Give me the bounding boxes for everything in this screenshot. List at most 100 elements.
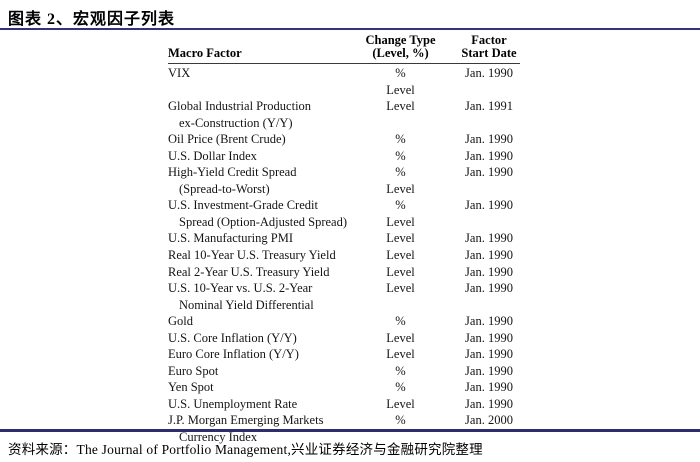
source-note: 资料来源：The Journal of Portfolio Management… <box>8 442 483 457</box>
cell-change-type: % <box>395 148 406 163</box>
cell-macro-factor <box>168 82 343 99</box>
table-row: Yen Spot% Jan. 1990 <box>168 379 520 396</box>
column-header-start-date: Factor Start Date <box>458 34 520 60</box>
figure-title: 图表 2、宏观因子列表 <box>8 11 176 28</box>
cell-change-type: Level <box>386 396 415 411</box>
cell-start-date: Jan. 1990 <box>465 148 513 163</box>
cell-start-date: Jan. 1990 <box>465 281 513 296</box>
column-header-change-type-line1: Change Type <box>365 33 436 47</box>
cell-macro-factor: (Spread-to-Worst) <box>179 181 270 196</box>
cell-change-type: Level <box>386 99 415 114</box>
cell-macro-factor: J.P. Morgan Emerging Markets <box>168 413 324 428</box>
table-row: ex-Construction (Y/Y) <box>168 115 520 132</box>
cell-start-date: Jan. 1990 <box>465 248 513 263</box>
table-row: Real 2-Year U.S. Treasury Yield Level Jan.… <box>168 264 520 281</box>
cell-macro-factor: Euro Spot <box>168 363 219 378</box>
title-underline-rule <box>0 28 700 30</box>
table-row: U.S. Investment-Grade Credit% Jan. 1990 <box>168 197 520 214</box>
cell-change-type: Level <box>386 231 415 246</box>
cell-start-date: Jan. 1990 <box>465 347 513 362</box>
cell-change-type: % <box>395 314 406 329</box>
column-header-start-date-line1: Factor <box>471 33 507 47</box>
table-row: U.S. Unemployment Rate Level Jan. 1990 <box>168 396 520 413</box>
cell-macro-factor: U.S. Unemployment Rate <box>168 396 298 411</box>
cell-change-type: Level <box>386 248 415 263</box>
cell-start-date: Jan. 1990 <box>465 231 513 246</box>
cell-change-type: % <box>395 132 406 147</box>
cell-start-date: Jan. 1990 <box>465 314 513 329</box>
table-header-row: Macro Factor Change Type (Level, %) Fact… <box>168 34 520 64</box>
cell-change-type: % <box>395 165 406 180</box>
cell-start-date: Jan. 1990 <box>465 198 513 213</box>
table-row: (Spread-to-Worst) Level <box>168 181 520 198</box>
cell-macro-factor: Oil Price (Brent Crude) <box>168 132 286 147</box>
cell-macro-factor: U.S. Manufacturing PMI <box>168 231 293 246</box>
table-row: Nominal Yield Differential <box>168 297 520 314</box>
cell-start-date: Jan. 1990 <box>465 396 513 411</box>
cell-macro-factor: Gold <box>168 314 193 329</box>
cell-change-type: % <box>395 66 406 80</box>
table-row: U.S. Dollar Index% Jan. 1990 <box>168 148 520 165</box>
cell-change-type: Level <box>386 181 415 196</box>
table-row: J.P. Morgan Emerging Markets% Jan. 2000 <box>168 412 520 429</box>
cell-start-date: Jan. 2000 <box>465 413 513 428</box>
cell-macro-factor: U.S. Dollar Index <box>168 148 257 163</box>
cell-change-type: Level <box>386 347 415 362</box>
cell-change-type: Level <box>386 214 415 229</box>
cell-change-type: % <box>395 363 406 378</box>
table-row: Currency Index <box>168 429 520 446</box>
cell-change-type: Level <box>386 82 415 97</box>
cell-macro-factor: VIX <box>168 66 191 80</box>
table-row: Euro Spot% Jan. 1990 <box>168 363 520 380</box>
cell-start-date <box>458 181 520 198</box>
table-row: Euro Core Inflation (Y/Y) Level Jan. 1990 <box>168 346 520 363</box>
cell-macro-factor: Euro Core Inflation (Y/Y) <box>168 347 299 362</box>
cell-start-date: Jan. 1990 <box>465 380 513 395</box>
table-row: U.S. Core Inflation (Y/Y) Level Jan. 1990 <box>168 330 520 347</box>
cell-macro-factor: Nominal Yield Differential <box>179 297 314 312</box>
column-header-macro-factor: Macro Factor <box>168 46 242 60</box>
cell-change-type <box>343 297 458 314</box>
cell-macro-factor: U.S. Investment-Grade Credit <box>168 198 318 213</box>
cell-start-date: Jan. 1991 <box>465 99 513 114</box>
cell-macro-factor: High-Yield Credit Spread <box>168 165 297 180</box>
column-header-start-date-line2: Start Date <box>461 46 517 60</box>
table-row: Spread (Option-Adjusted Spread) Level <box>168 214 520 231</box>
macro-factor-table: Macro Factor Change Type (Level, %) Fact… <box>168 34 520 446</box>
column-header-change-type: Change Type (Level, %) <box>343 34 458 60</box>
footer-rule <box>0 429 700 432</box>
cell-change-type: % <box>395 198 406 213</box>
cell-start-date <box>458 214 520 231</box>
cell-macro-factor: U.S. Core Inflation (Y/Y) <box>168 330 297 345</box>
table-row: U.S. 10-Year vs. U.S. 2-Year Level Jan. 19… <box>168 280 520 297</box>
cell-macro-factor: Real 10-Year U.S. Treasury Yield <box>168 248 336 263</box>
cell-macro-factor: Yen Spot <box>168 380 214 395</box>
cell-start-date <box>458 115 520 132</box>
cell-change-type: % <box>395 413 406 428</box>
table-row: Gold% Jan. 1990 <box>168 313 520 330</box>
cell-macro-factor: Real 2-Year U.S. Treasury Yield <box>168 264 330 279</box>
table-row: Oil Price (Brent Crude)% Jan. 1990 <box>168 131 520 148</box>
cell-change-type <box>343 115 458 132</box>
cell-change-type: % <box>395 380 406 395</box>
cell-start-date <box>458 297 520 314</box>
cell-start-date: Jan. 1990 <box>465 132 513 147</box>
table-row: Real 10-Year U.S. Treasury Yield Level Jan… <box>168 247 520 264</box>
cell-change-type: Level <box>386 264 415 279</box>
table-row: VIX% Jan. 1990 <box>168 65 520 82</box>
cell-change-type: Level <box>386 330 415 345</box>
table-row: High-Yield Credit Spread% Jan. 1990 <box>168 164 520 181</box>
table-body: VIX% Jan. 1990 Level Global Industrial Prod… <box>168 64 520 446</box>
cell-start-date: Jan. 1990 <box>465 264 513 279</box>
table-row: Global Industrial Production Level Jan. 19… <box>168 98 520 115</box>
cell-start-date: Jan. 1990 <box>465 165 513 180</box>
cell-macro-factor: Spread (Option-Adjusted Spread) <box>179 214 348 229</box>
cell-start-date: Jan. 1990 <box>465 363 513 378</box>
cell-macro-factor: U.S. 10-Year vs. U.S. 2-Year <box>168 281 313 296</box>
cell-macro-factor: ex-Construction (Y/Y) <box>179 115 293 130</box>
cell-change-type: Level <box>386 281 415 296</box>
cell-start-date <box>458 82 520 99</box>
table-row: Level <box>168 82 520 99</box>
cell-start-date: Jan. 1990 <box>465 330 513 345</box>
cell-macro-factor: Global Industrial Production <box>168 99 312 114</box>
